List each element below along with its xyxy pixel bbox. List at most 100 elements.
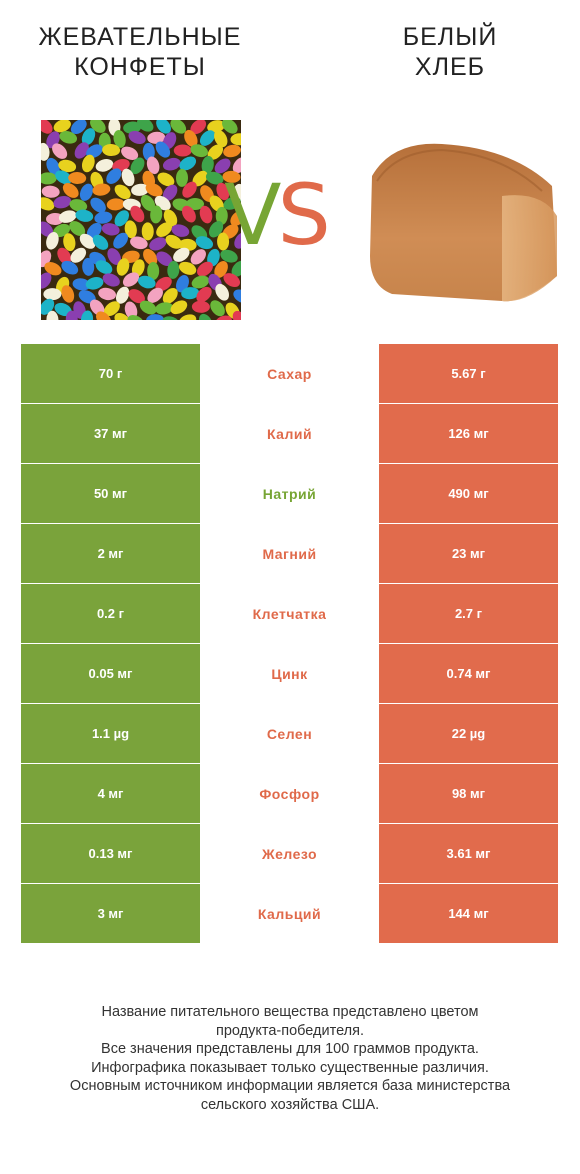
jelly-bean	[102, 273, 120, 287]
jelly-bean	[41, 172, 57, 185]
jelly-bean	[121, 168, 135, 187]
jelly-bean	[149, 237, 167, 251]
jelly-bean	[115, 286, 130, 304]
nutrient-name-cell: Калий	[200, 404, 379, 463]
jelly-bean	[208, 221, 224, 238]
jelly-bean	[157, 172, 175, 187]
jelly-bean	[216, 182, 230, 201]
jelly-bean	[52, 143, 68, 159]
jelly-bean	[68, 172, 87, 185]
jelly-bean	[232, 157, 241, 174]
jelly-bean	[192, 170, 208, 187]
jelly-bean	[81, 128, 96, 146]
table-row: 0.2 г Клетчатка 2.7 г	[21, 584, 558, 643]
jelly-bean	[197, 261, 213, 277]
right-value-cell: 5.67 г	[379, 344, 558, 403]
jelly-bean	[156, 120, 171, 134]
jelly-bean	[179, 156, 197, 171]
jelly-bean	[128, 289, 145, 304]
table-row: 3 мг Кальций 144 мг	[21, 884, 558, 943]
jelly-bean	[198, 313, 213, 320]
footnote-line2: продукта-победителя.	[215, 1022, 365, 1039]
nutrient-name-cell: Кальций	[200, 884, 379, 943]
right-title-line1: БЕЛЫЙ	[402, 23, 498, 51]
jelly-bean	[130, 236, 148, 250]
jelly-bean	[131, 183, 150, 196]
jelly-bean	[41, 298, 55, 315]
left-product-title: ЖЕВАТЕЛЬНЫЕ КОНФЕТЫ	[20, 22, 260, 82]
table-row: 2 мг Магний 23 мг	[21, 524, 558, 583]
vs-label: VS	[224, 165, 354, 265]
jelly-bean	[92, 183, 111, 196]
jelly-bean	[106, 198, 125, 211]
jelly-bean	[156, 222, 173, 237]
jelly-bean	[98, 287, 117, 301]
jelly-bean	[41, 221, 54, 237]
jelly-bean	[102, 144, 121, 157]
jelly-bean	[182, 181, 197, 198]
jelly-bean	[171, 224, 190, 237]
jelly-bean	[138, 275, 156, 289]
jelly-bean	[123, 121, 142, 134]
jelly-bean	[95, 260, 113, 275]
table-row: 1.1 µg Селен 22 µg	[21, 704, 558, 763]
jelly-bean	[155, 302, 174, 315]
left-title-line2: КОНФЕТЫ	[74, 53, 206, 81]
jelly-bean	[41, 142, 50, 161]
jelly-bean	[46, 231, 59, 250]
vs-s: S	[277, 166, 330, 264]
footnote-line6: сельского хозяйства США.	[200, 1096, 380, 1113]
jelly-bean	[162, 157, 181, 171]
jelly-bean	[92, 234, 109, 250]
jelly-bean	[58, 210, 77, 223]
left-value-cell: 3 мг	[21, 884, 200, 943]
jelly-bean	[63, 233, 76, 252]
jelly-bean	[217, 232, 230, 251]
jelly-bean	[139, 300, 157, 315]
left-value-cell: 37 мг	[21, 404, 200, 463]
left-value-cell: 50 мг	[21, 464, 200, 523]
jelly-bean	[86, 144, 103, 159]
jelly-bean	[57, 247, 72, 265]
nutrient-name-cell: Цинк	[200, 644, 379, 703]
jelly-bean	[190, 249, 206, 265]
jelly-bean	[184, 129, 198, 147]
jelly-bean	[94, 211, 113, 224]
jelly-bean	[54, 302, 72, 317]
nutrient-name-cell: Натрий	[200, 464, 379, 523]
jelly-bean	[130, 205, 145, 223]
jelly-bean	[223, 196, 241, 210]
jelly-bean	[223, 273, 241, 288]
jelly-bean	[58, 159, 77, 173]
jelly-bean	[215, 283, 229, 301]
jelly-bean	[145, 183, 163, 197]
jelly-bean	[186, 197, 205, 210]
left-value-cell: 0.05 мг	[21, 644, 200, 703]
jelly-bean	[128, 130, 146, 145]
jelly-bean	[70, 247, 87, 263]
jelly-bean	[116, 258, 130, 276]
jelly-bean	[207, 120, 225, 133]
jelly-bean	[41, 185, 60, 198]
jelly-bean	[214, 130, 228, 148]
jelly-bean	[46, 310, 59, 320]
jelly-bean	[146, 314, 165, 320]
jelly-bean	[162, 184, 178, 201]
right-title-line2: ХЛЕБ	[414, 53, 486, 81]
jelly-bean	[214, 260, 228, 278]
jelly-bean	[106, 168, 122, 184]
jelly-bean	[167, 260, 180, 279]
jelly-bean	[175, 168, 189, 187]
jelly-bean	[53, 120, 71, 133]
jelly-bean	[96, 311, 112, 320]
jelly-bean	[222, 120, 238, 134]
jelly-bean	[162, 316, 180, 320]
jelly-bean	[61, 285, 75, 303]
jelly-bean	[234, 232, 241, 249]
left-value-cell: 0.13 мг	[21, 824, 200, 883]
jelly-bean	[223, 144, 241, 158]
jelly-beans-image	[41, 120, 241, 320]
jelly-bean	[114, 210, 130, 227]
jelly-bean	[46, 157, 60, 175]
jelly-bean	[41, 272, 52, 289]
